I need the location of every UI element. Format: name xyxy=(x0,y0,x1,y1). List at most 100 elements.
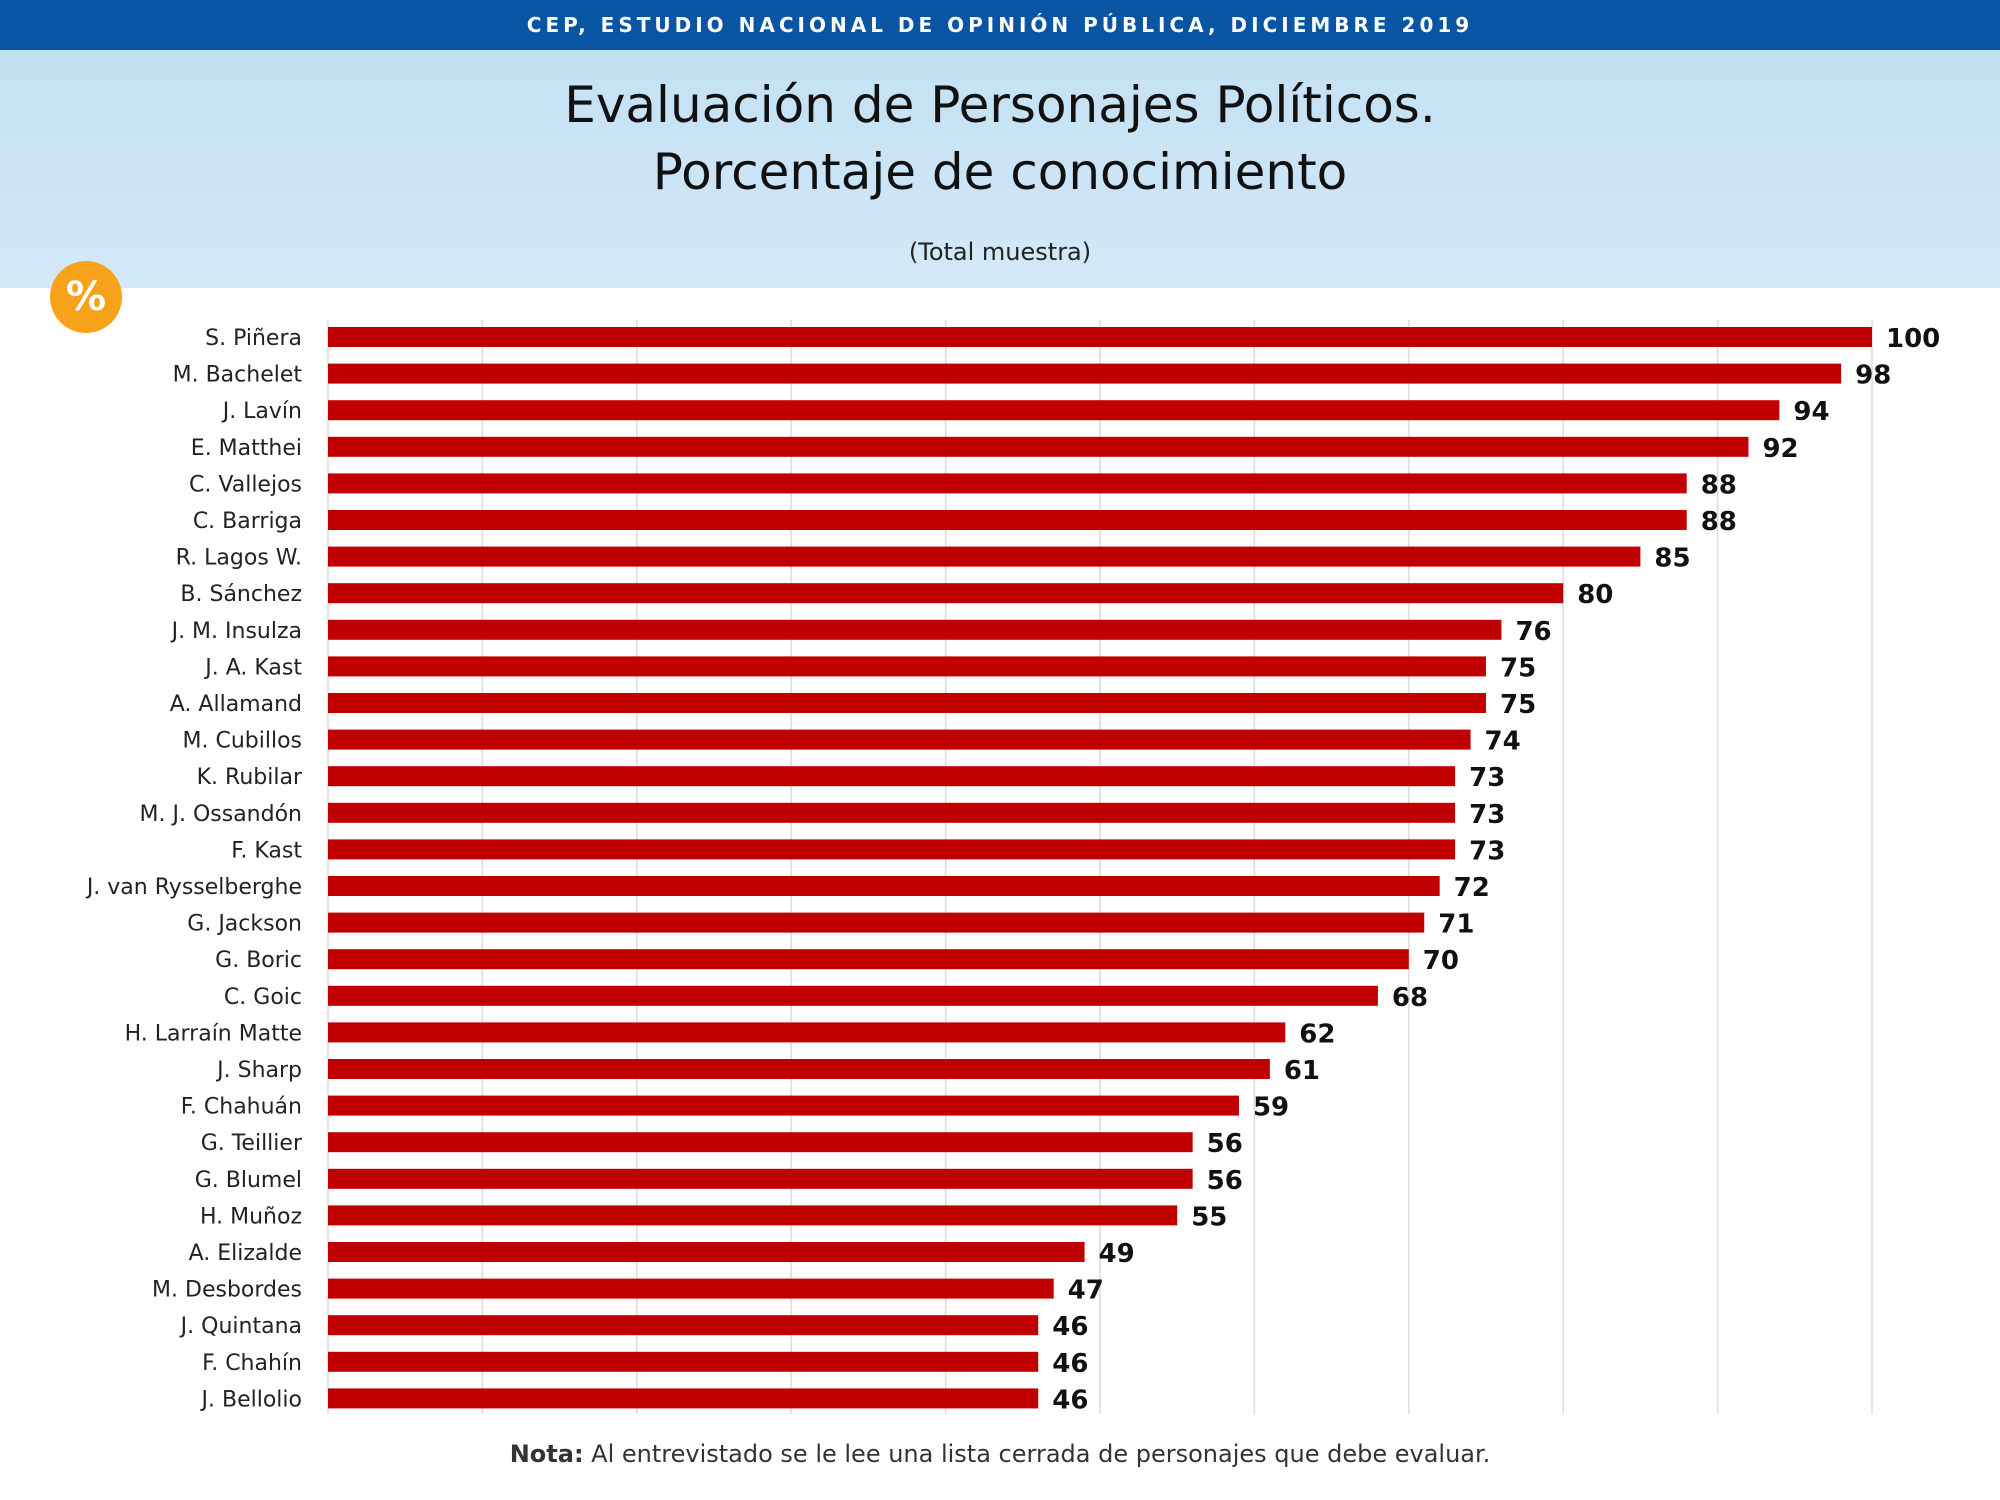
category-label: J. van Rysselberghe xyxy=(85,875,302,900)
footnote-label: Nota: xyxy=(509,1440,584,1468)
bar xyxy=(328,693,1486,713)
category-label: R. Lagos W. xyxy=(176,546,302,571)
category-label: S. Piñera xyxy=(205,326,302,351)
bar xyxy=(328,1278,1054,1299)
chart-subtitle: (Total muestra) xyxy=(908,238,1092,266)
category-label: M. Bachelet xyxy=(173,363,303,388)
value-label: 59 xyxy=(1253,1093,1289,1123)
percent-badge-icon: % xyxy=(50,261,122,333)
bar xyxy=(328,546,1641,567)
bar xyxy=(328,949,1409,970)
category-label: G. Boric xyxy=(215,948,302,973)
value-label: 47 xyxy=(1068,1276,1104,1306)
category-label: J. Quintana xyxy=(179,1314,302,1339)
value-label: 73 xyxy=(1469,800,1505,830)
category-label: J. M. Insulza xyxy=(170,619,302,644)
value-label: 68 xyxy=(1392,983,1428,1013)
category-label: G. Teillier xyxy=(201,1131,303,1156)
value-label: 75 xyxy=(1500,653,1536,683)
category-label: A. Elizalde xyxy=(189,1241,302,1266)
category-label: J. Bellolio xyxy=(200,1387,302,1412)
bar xyxy=(328,1095,1239,1116)
value-label: 98 xyxy=(1855,361,1891,391)
category-label: C. Barriga xyxy=(193,509,302,534)
bar xyxy=(328,583,1564,604)
value-label: 92 xyxy=(1762,434,1798,464)
category-label: K. Rubilar xyxy=(197,765,303,790)
category-label: J. Sharp xyxy=(215,1058,302,1083)
value-label: 46 xyxy=(1052,1385,1088,1415)
value-label: 55 xyxy=(1191,1202,1227,1232)
bar xyxy=(328,1242,1085,1262)
category-label: H. Muñoz xyxy=(200,1204,302,1229)
category-label: C. Vallejos xyxy=(189,472,302,497)
value-label: 72 xyxy=(1454,873,1490,903)
value-label: 56 xyxy=(1207,1129,1243,1159)
chart-title-line-2: Porcentaje de conocimiento xyxy=(652,143,1348,201)
value-label: 94 xyxy=(1793,397,1829,427)
value-label: 75 xyxy=(1500,690,1536,720)
category-label: G. Jackson xyxy=(187,912,302,937)
value-label: 49 xyxy=(1099,1239,1135,1269)
value-label: 73 xyxy=(1469,836,1505,866)
value-label: 88 xyxy=(1701,470,1737,500)
value-label: 74 xyxy=(1485,727,1521,757)
value-label: 85 xyxy=(1654,544,1690,574)
value-label: 88 xyxy=(1701,507,1737,537)
value-label: 62 xyxy=(1299,1019,1335,1049)
bar xyxy=(328,1168,1193,1189)
category-label: C. Goic xyxy=(224,985,302,1010)
bar xyxy=(328,656,1486,677)
bar xyxy=(328,473,1687,494)
value-label: 70 xyxy=(1423,946,1459,976)
bar xyxy=(328,912,1425,933)
value-label: 100 xyxy=(1886,324,1940,354)
bar xyxy=(328,766,1456,787)
bar xyxy=(328,802,1456,823)
source-banner: CEP, ESTUDIO NACIONAL DE OPINIÓN PÚBLICA… xyxy=(0,0,2000,50)
bar xyxy=(328,1388,1039,1409)
value-label: 73 xyxy=(1469,763,1505,793)
value-label: 46 xyxy=(1052,1312,1088,1342)
bar xyxy=(328,327,1872,347)
category-label: J. A. Kast xyxy=(203,655,302,680)
bar xyxy=(328,510,1687,530)
value-label: 71 xyxy=(1438,910,1474,940)
value-label: 76 xyxy=(1515,617,1551,647)
bar xyxy=(328,839,1456,860)
footnote: Nota: Al entrevistado se le lee una list… xyxy=(0,1440,2000,1468)
footnote-text: Al entrevistado se le lee una lista cerr… xyxy=(583,1440,1491,1468)
value-label: 80 xyxy=(1577,580,1613,610)
category-label: G. Blumel xyxy=(195,1168,302,1193)
category-label: F. Chahín xyxy=(202,1351,302,1376)
category-label: B. Sánchez xyxy=(180,582,302,607)
bar xyxy=(328,1059,1270,1079)
chart-title-line-1: Evaluación de Personajes Políticos. xyxy=(564,76,1436,134)
bar xyxy=(328,1205,1178,1226)
category-label: F. Kast xyxy=(231,838,302,863)
category-label: H. Larraín Matte xyxy=(125,1021,302,1046)
category-label: E. Matthei xyxy=(191,436,302,461)
category-label: J. Lavín xyxy=(221,399,302,424)
bar xyxy=(328,619,1502,640)
value-label: 46 xyxy=(1052,1349,1088,1379)
value-label: 56 xyxy=(1207,1166,1243,1196)
bar xyxy=(328,985,1378,1006)
value-label: 61 xyxy=(1284,1056,1320,1086)
category-label: A. Allamand xyxy=(170,692,302,717)
category-label: F. Chahuán xyxy=(181,1095,302,1120)
bar xyxy=(328,1315,1039,1336)
bar xyxy=(328,876,1440,896)
bar xyxy=(328,1132,1193,1153)
bar xyxy=(328,400,1780,421)
header-band xyxy=(0,50,2000,288)
bar xyxy=(328,363,1842,384)
category-label: M. Desbordes xyxy=(152,1278,302,1303)
category-label: M. J. Ossandón xyxy=(140,802,302,827)
bar xyxy=(328,729,1471,750)
bar xyxy=(328,1351,1039,1372)
bar xyxy=(328,1022,1286,1043)
bar xyxy=(328,436,1749,457)
category-label: M. Cubillos xyxy=(183,729,303,754)
